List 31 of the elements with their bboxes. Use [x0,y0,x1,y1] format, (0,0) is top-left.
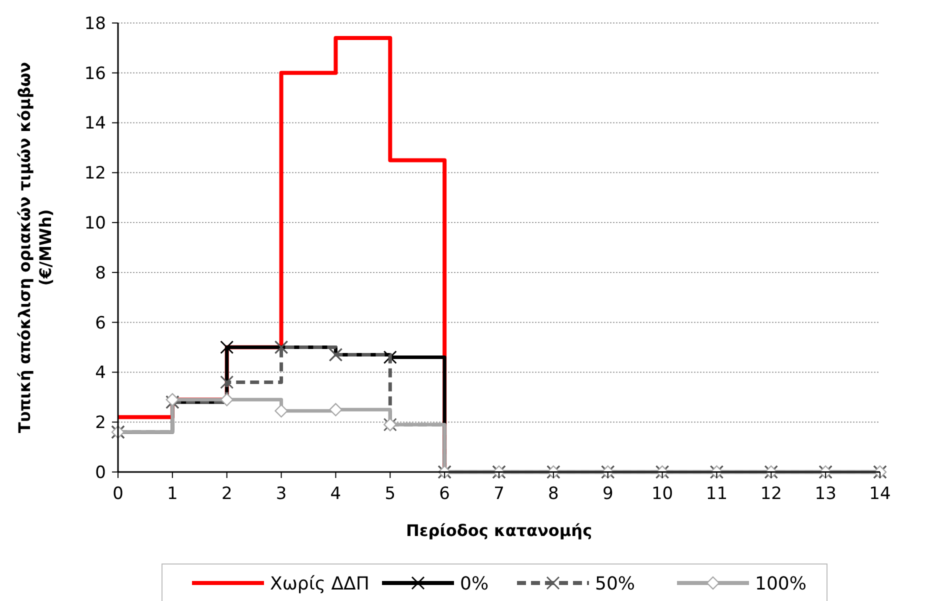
y-tick-label: 2 [95,413,106,434]
y-tick-label: 16 [84,64,106,84]
legend-label: 50% [595,573,636,594]
legend-label: Χωρίς ΔΔΠ [270,573,370,594]
y-tick-label: 18 [84,14,106,34]
x-tick-label: 5 [384,484,396,504]
y-tick-label: 14 [84,114,106,134]
x-tick-label: 10 [651,484,674,504]
y-tick-label: 12 [84,164,106,184]
y-tick-label: 6 [95,313,106,334]
x-tick-label: 8 [548,484,559,504]
y-tick-label: 4 [95,363,106,384]
y-axis-title: Τυπική απόκλιση οριακών τιμών κόμβων (€/MWh) [15,62,55,434]
legend-label: 100% [755,573,806,594]
y-tick-label: 10 [84,214,106,234]
x-tick-label: 7 [494,484,504,504]
x-tick-label: 12 [760,484,782,504]
legend-label: 0% [460,573,489,594]
x-tick-label: 13 [814,484,836,504]
x-axis-title: Περίοδος κατανομής [406,521,592,540]
x-tick-label: 11 [706,484,728,504]
y-tick-label: 8 [95,263,106,284]
x-tick-label: 3 [276,484,287,504]
x-tick-label: 4 [330,484,342,504]
x-tick-label: 14 [869,484,891,504]
x-tick-label: 0 [112,484,124,504]
x-tick-label: 9 [602,484,614,504]
x-tick-label: 6 [439,484,450,504]
x-tick-label: 1 [167,484,178,504]
x-tick-label: 2 [221,484,232,504]
y-tick-label: 0 [95,462,106,483]
